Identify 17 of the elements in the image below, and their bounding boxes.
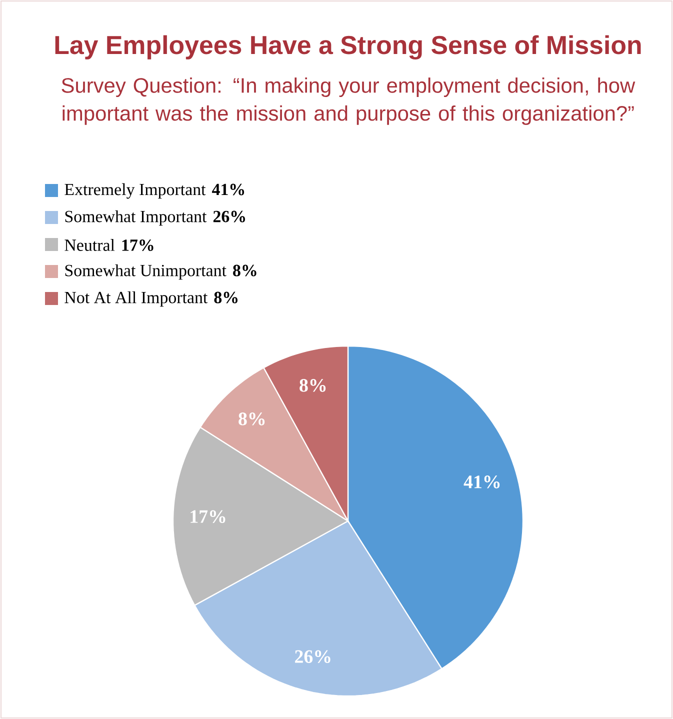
data-label: 26% <box>295 650 330 664</box>
legend-label: Somewhat Unimportant <box>65 264 226 280</box>
text: 41% <box>212 184 244 196</box>
legend-label: Extremely Important <box>64 183 206 199</box>
text: 26% <box>213 210 245 222</box>
data-label: 17% <box>190 510 226 524</box>
data-label: 8% <box>238 412 265 426</box>
legend-label: Somewhat Important <box>65 210 207 226</box>
legend-label: Neutral <box>64 239 115 251</box>
chart-title: Lay Employees Have a Strong Sense of Mission <box>55 35 641 60</box>
data-label: 8% <box>300 378 326 392</box>
text: 8% <box>233 264 256 276</box>
data-label: 41% <box>464 476 500 488</box>
text: 8% <box>214 292 238 304</box>
chart-subtitle: Survey Question: “In making your employment decision, how important was the mission and purpose of this organization?” <box>62 78 636 125</box>
text: 17% <box>122 240 154 251</box>
legend-label: Not At All Important <box>64 291 208 307</box>
